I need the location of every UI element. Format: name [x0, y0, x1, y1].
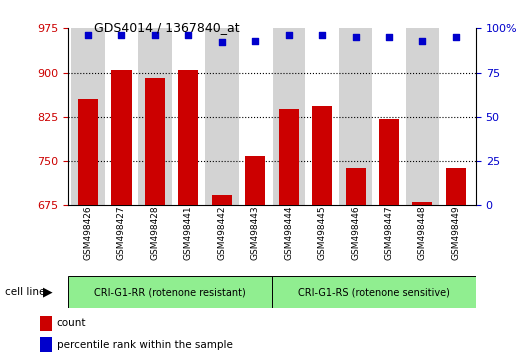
- Bar: [78, 99, 98, 205]
- Text: ▶: ▶: [43, 286, 52, 298]
- Bar: [372, 28, 406, 205]
- Bar: [238, 28, 272, 205]
- Bar: [178, 70, 198, 205]
- Point: [418, 38, 427, 44]
- Text: cell line: cell line: [5, 287, 46, 297]
- Text: percentile rank within the sample: percentile rank within the sample: [57, 339, 233, 350]
- Bar: [305, 28, 339, 205]
- Bar: [172, 28, 205, 205]
- Point: [218, 40, 226, 45]
- Bar: [279, 109, 299, 205]
- Bar: [339, 28, 372, 205]
- Bar: [205, 28, 238, 205]
- Point: [184, 33, 192, 38]
- Text: CRI-G1-RS (rotenone sensitive): CRI-G1-RS (rotenone sensitive): [298, 287, 450, 297]
- Text: CRI-G1-RR (rotenone resistant): CRI-G1-RR (rotenone resistant): [94, 287, 246, 297]
- Bar: [71, 28, 105, 205]
- Text: GSM498428: GSM498428: [151, 205, 160, 260]
- Bar: [272, 28, 305, 205]
- Bar: [446, 168, 466, 205]
- Bar: [105, 28, 138, 205]
- Bar: [406, 28, 439, 205]
- Bar: [138, 28, 172, 205]
- Text: GSM498443: GSM498443: [251, 205, 260, 260]
- Text: GSM498426: GSM498426: [84, 205, 93, 260]
- Point: [285, 33, 293, 38]
- Text: GSM498442: GSM498442: [217, 205, 226, 260]
- Text: GSM498448: GSM498448: [418, 205, 427, 260]
- Text: GSM498444: GSM498444: [284, 205, 293, 260]
- Point: [318, 33, 326, 38]
- Bar: [212, 195, 232, 205]
- Bar: [346, 168, 366, 205]
- Bar: [413, 202, 433, 205]
- Bar: [379, 119, 399, 205]
- Text: GSM498441: GSM498441: [184, 205, 193, 260]
- Text: GDS4014 / 1367840_at: GDS4014 / 1367840_at: [94, 21, 240, 34]
- Text: GSM498449: GSM498449: [451, 205, 460, 260]
- Point: [351, 34, 360, 40]
- Point: [84, 33, 92, 38]
- Bar: [145, 79, 165, 205]
- Point: [385, 34, 393, 40]
- Text: GSM498445: GSM498445: [317, 205, 327, 260]
- Point: [452, 34, 460, 40]
- Point: [251, 38, 259, 44]
- Bar: [68, 276, 272, 308]
- Bar: [439, 28, 473, 205]
- Bar: [111, 70, 131, 205]
- Text: GSM498447: GSM498447: [384, 205, 393, 260]
- Point: [117, 33, 126, 38]
- Point: [151, 33, 159, 38]
- Bar: [312, 106, 332, 205]
- Text: GSM498446: GSM498446: [351, 205, 360, 260]
- Text: count: count: [57, 318, 86, 329]
- Bar: [245, 156, 265, 205]
- Bar: [40, 316, 52, 331]
- Bar: [40, 337, 52, 352]
- Bar: [272, 276, 476, 308]
- Text: GSM498427: GSM498427: [117, 205, 126, 260]
